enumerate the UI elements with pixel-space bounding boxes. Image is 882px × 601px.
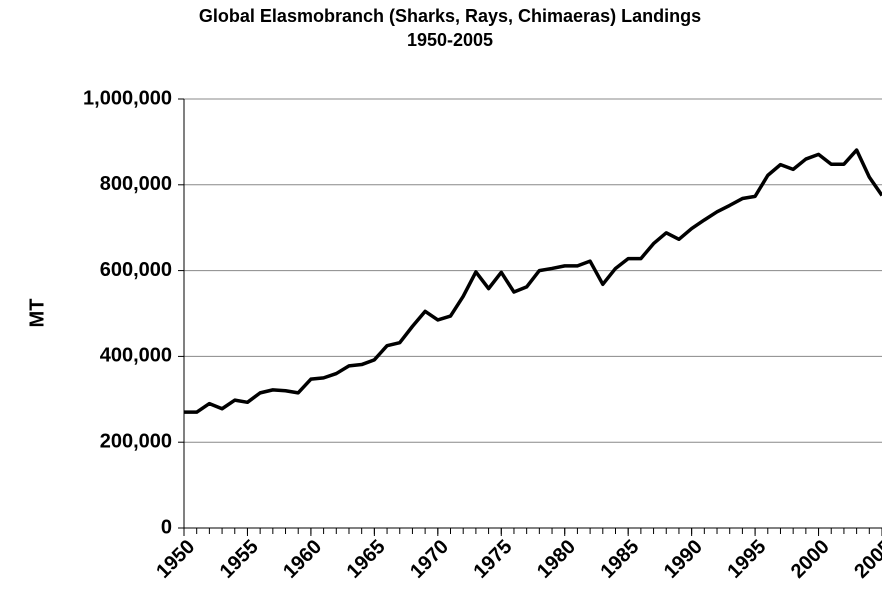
x-tick-label: 2000 <box>787 536 834 583</box>
y-tick-label: 400,000 <box>100 345 172 367</box>
y-tick-label: 200,000 <box>100 430 172 452</box>
y-tick-label: 1,000,000 <box>83 87 172 109</box>
y-axis-label: MT <box>26 299 48 328</box>
data-line <box>184 148 882 414</box>
x-tick-label: 1995 <box>723 536 770 583</box>
x-tick-label: 1960 <box>279 536 326 583</box>
y-tick-label: 0 <box>161 516 172 538</box>
y-tick-label: 800,000 <box>100 173 172 195</box>
x-tick-label: 2005 <box>850 536 882 583</box>
x-tick-label: 1985 <box>596 536 643 583</box>
x-tick-label: 1970 <box>406 536 453 583</box>
chart-subtitle: 1950-2005 <box>407 30 493 50</box>
x-tick-label: 1950 <box>152 536 199 583</box>
x-tick-label: 1980 <box>533 536 580 583</box>
x-tick-label: 1955 <box>216 536 263 583</box>
y-tick-label: 600,000 <box>100 259 172 281</box>
chart-title: Global Elasmobranch (Sharks, Rays, Chima… <box>199 6 701 26</box>
x-tick-label: 1965 <box>343 536 390 583</box>
x-tick-label: 1975 <box>470 536 517 583</box>
x-tick-label: 1990 <box>660 536 707 583</box>
